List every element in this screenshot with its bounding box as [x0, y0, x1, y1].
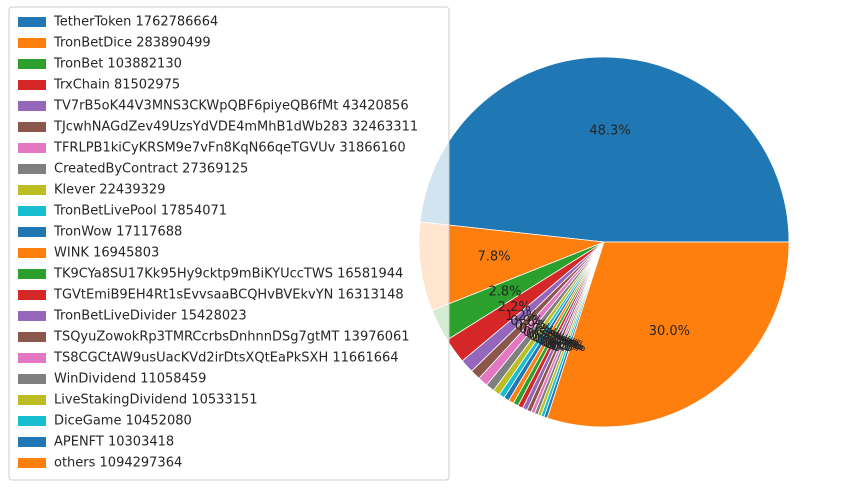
- slice-percent-label: 0.9%: [510, 314, 543, 329]
- legend-label: TetherToken 1762786664: [53, 15, 218, 30]
- legend-swatch: [18, 80, 46, 90]
- legend-swatch: [18, 248, 46, 258]
- legend-label: TGVtEmiB9EH4Rt1sEvvsaaBCQHvBVEkvYN 16313…: [53, 288, 404, 303]
- legend-label: LiveStakingDividend 10533151: [54, 393, 257, 408]
- slice-percent-label: 0.4%: [537, 334, 570, 349]
- legend-frame: [8, 6, 450, 481]
- legend-swatch: [18, 458, 46, 468]
- pie-slice: [546, 241, 790, 428]
- legend-label: TFRLPB1kiCyKRSM9e7vFn8KqN66qeTGVUv 31866…: [53, 141, 406, 156]
- legend-swatch: [18, 227, 46, 237]
- slice-percent-label: 0.3%: [551, 339, 584, 354]
- slice-percent-label: 7.8%: [477, 249, 510, 264]
- slice-percent-label: 0.3%: [549, 339, 582, 354]
- pie-slices: [418, 56, 790, 428]
- slice-percent-label: 0.4%: [540, 335, 573, 350]
- slice-percent-label: 0.7%: [519, 322, 552, 337]
- pie-slice: [419, 56, 790, 243]
- slice-percent-label: 0.3%: [547, 338, 580, 353]
- slice-percent-label: 0.5%: [534, 332, 567, 347]
- percentage-labels: 48.3% 7.8% 2.8%2.2%1.2%0.9%0.9%0.7%0.6%0.5…: [477, 124, 690, 355]
- legend-swatch: [18, 59, 46, 69]
- legend-label: DiceGame 10452080: [54, 414, 192, 429]
- legend-swatch: [18, 374, 46, 384]
- legend-label: TronBet 103882130: [53, 57, 182, 72]
- legend-label: TK9CYa8SU17Kk95Hy9cktp9mBiKYUccTWS 16581…: [53, 267, 403, 282]
- slice-percent-label: 0.9%: [515, 318, 548, 333]
- legend-label: others 1094297364: [54, 456, 182, 471]
- legend-label: TronWow 17117688: [53, 225, 182, 240]
- legend-label: APENFT 10303418: [54, 435, 174, 450]
- legend-swatch: [18, 311, 46, 321]
- slice-percent-label: 0.4%: [543, 336, 576, 351]
- legend-swatch: [18, 101, 46, 111]
- legend-label: TronBetDice 283890499: [53, 36, 211, 51]
- legend-swatch: [18, 332, 46, 342]
- legend-swatch: [18, 269, 46, 279]
- legend-swatch: [18, 122, 46, 132]
- legend-label: TrxChain 81502975: [53, 78, 180, 93]
- slice-percent-label: 2.2%: [498, 300, 531, 315]
- slice-percent-label: 30.0%: [649, 324, 690, 339]
- legend: TetherToken 1762786664 TronBetDice 283890…: [8, 6, 450, 481]
- slice-percent-label: 1.2%: [505, 309, 538, 324]
- legend-swatch: [18, 395, 46, 405]
- slice-percent-label: 2.8%: [488, 285, 521, 300]
- legend-swatch: [18, 185, 46, 195]
- legend-swatch: [18, 206, 46, 216]
- slice-percent-label: 0.3%: [552, 340, 585, 355]
- legend-label: WinDividend 11058459: [54, 372, 206, 387]
- legend-label: TronBetLiveDivider 15428023: [53, 309, 247, 324]
- slice-percent-label: 48.3%: [589, 124, 630, 139]
- legend-label: WINK 16945803: [54, 246, 159, 261]
- slice-percent-label: 0.5%: [529, 329, 562, 344]
- legend-swatch: [18, 437, 46, 447]
- legend-swatch: [18, 290, 46, 300]
- legend-label: CreatedByContract 27369125: [54, 162, 248, 177]
- legend-swatch: [18, 416, 46, 426]
- legend-label: TronBetLivePool 17854071: [53, 204, 227, 219]
- legend-swatch: [18, 38, 46, 48]
- legend-swatch: [18, 164, 46, 174]
- slice-percent-label: 0.6%: [523, 325, 556, 340]
- legend-label: TSQyuZowokRp3TMRCcrbsDnhnnDSg7gtMT 13976…: [53, 330, 410, 345]
- legend-swatch: [18, 353, 46, 363]
- legend-swatch: [18, 143, 46, 153]
- legend-label: TJcwhNAGdZev49UzsYdVDE4mMhB1dWb283 32463…: [53, 120, 418, 135]
- legend-label: Klever 22439329: [54, 183, 165, 198]
- legend-label: TS8CGCtAW9usUacKVd2irDtsXQtEaPkSXH 11661…: [53, 351, 399, 366]
- slice-percent-label: 0.5%: [526, 327, 559, 342]
- legend-swatch: [18, 17, 46, 27]
- slice-percent-label: 0.3%: [545, 337, 578, 352]
- slice-percent-label: 0.5%: [532, 330, 565, 345]
- legend-label: TV7rB5oK44V3MNS3CKWpQBF6piyeQB6fMt 43420…: [53, 99, 409, 114]
